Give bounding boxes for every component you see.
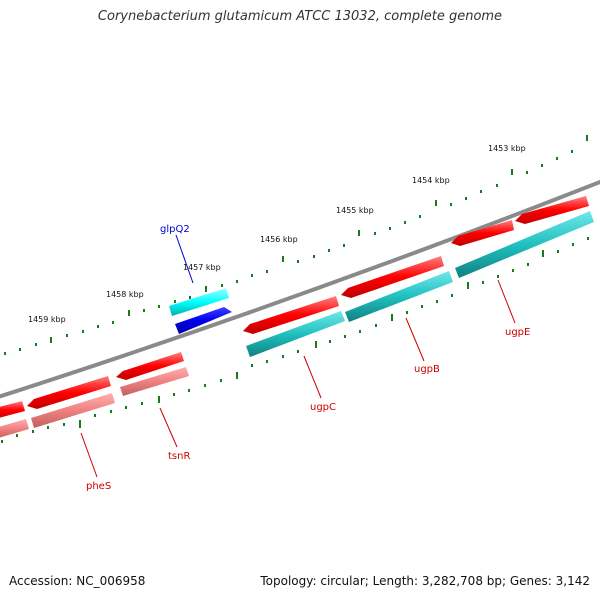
gene-arrow xyxy=(175,307,232,334)
gene-arrow xyxy=(515,196,589,224)
scale-label: 1457 kbp xyxy=(183,263,221,272)
gene-label-ugpE: ugpE xyxy=(505,327,530,338)
gene-arrow xyxy=(0,401,25,418)
genome-backbone xyxy=(0,179,600,399)
gene-arrow xyxy=(27,376,111,409)
gene-arrow xyxy=(31,393,115,428)
forward-strand-genes xyxy=(0,196,589,418)
gene-arrow xyxy=(341,256,444,298)
gene-arrow xyxy=(169,288,229,316)
gene-arrow xyxy=(243,296,339,334)
reverse-strand-genes xyxy=(246,211,594,357)
gene-arrow xyxy=(455,211,594,278)
gene-arrow xyxy=(0,419,29,438)
scale-label: 1459 kbp xyxy=(28,315,66,324)
genome-summary: Topology: circular; Length: 3,282,708 bp… xyxy=(260,574,590,588)
scale-label: 1453 kbp xyxy=(488,144,526,153)
rna-genes xyxy=(0,367,189,438)
accession-label: Accession: NC_006958 xyxy=(9,574,146,588)
gene-arrow xyxy=(120,367,189,396)
gene-arrow xyxy=(451,220,514,246)
inner-ticks xyxy=(1,237,589,443)
scale-label: 1456 kbp xyxy=(260,235,298,244)
gene-arrow xyxy=(116,352,184,380)
outer-ticks xyxy=(4,135,588,355)
gene-label-pheS: pheS xyxy=(86,481,111,492)
gene-arrow xyxy=(246,311,345,357)
scale-label: 1454 kbp xyxy=(412,176,450,185)
gene-label-ugpB: ugpB xyxy=(414,364,440,375)
gene-label-tsnR: tsnR xyxy=(168,451,190,462)
gene-arrow xyxy=(345,271,453,322)
scale-label: 1458 kbp xyxy=(106,290,144,299)
label-leader-lines xyxy=(80,234,516,478)
gene-label-glpQ2: glpQ2 xyxy=(160,224,190,235)
glpQ2-genes xyxy=(169,288,232,334)
gene-label-ugpC: ugpC xyxy=(310,402,336,413)
scale-label: 1455 kbp xyxy=(336,206,374,215)
map-title: Corynebacterium glutamicum ATCC 13032, c… xyxy=(97,9,503,24)
